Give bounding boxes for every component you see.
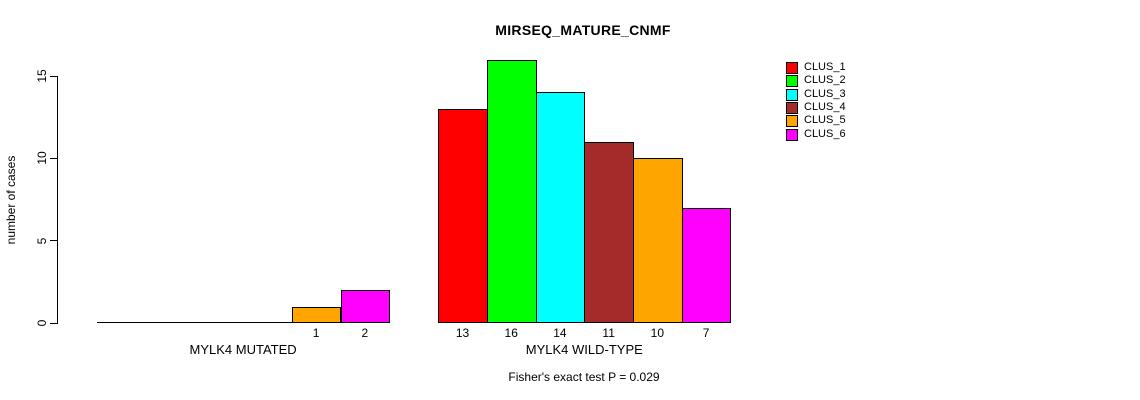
y-axis-line — [57, 76, 58, 323]
bar-value-label: 7 — [702, 326, 710, 340]
legend-swatch-clus_5 — [786, 115, 798, 128]
y-tick-label: 10 — [35, 151, 49, 166]
legend-label-clus_6: CLUS_6 — [804, 127, 846, 140]
legend-label-clus_3: CLUS_3 — [804, 87, 846, 100]
bar-value-label: 14 — [553, 326, 567, 340]
bar-value-label: 1 — [312, 326, 320, 340]
bar-clus_6 — [340, 290, 391, 323]
bar-clus_1 — [438, 108, 488, 323]
bar-clus_3 — [535, 92, 586, 323]
y-tick-label: 0 — [35, 319, 49, 327]
legend-swatch-clus_3 — [786, 88, 798, 101]
bar-clus_2 — [486, 59, 537, 323]
legend-label-clus_5: CLUS_5 — [804, 114, 846, 127]
legend-label-clus_4: CLUS_4 — [804, 101, 846, 114]
group-label: MYLK4 MUTATED — [189, 342, 297, 357]
legend-swatch-clus_6 — [786, 128, 798, 141]
bar-value-label: 10 — [650, 326, 665, 340]
bar-value-label: 13 — [455, 326, 470, 340]
legend-swatch-clus_2 — [786, 75, 798, 88]
bar-clus_5 — [633, 158, 683, 323]
y-tick — [50, 75, 58, 77]
group-baseline — [97, 322, 390, 323]
y-tick — [50, 240, 58, 242]
bar-value-label: 16 — [504, 326, 518, 340]
y-tick-label: 15 — [35, 69, 49, 83]
y-tick — [50, 322, 58, 324]
bar-clus_5 — [291, 306, 342, 323]
legend-label-clus_2: CLUS_2 — [804, 74, 846, 87]
bar-value-label: 11 — [602, 326, 615, 340]
legend-swatch-clus_4 — [786, 102, 798, 115]
y-tick-label: 5 — [35, 237, 49, 244]
y-tick — [50, 157, 58, 159]
bar-clus_4 — [584, 141, 634, 323]
chart-title: MIRSEQ_MATURE_CNMF — [495, 22, 671, 38]
group-label: MYLK4 WILD-TYPE — [525, 342, 643, 357]
bar-value-label: 2 — [361, 326, 369, 340]
bar-clus_6 — [681, 207, 732, 323]
legend-label-clus_1: CLUS_1 — [804, 61, 846, 73]
legend-swatch-clus_1 — [786, 62, 798, 74]
fisher-test-annotation: Fisher's exact test P = 0.029 — [508, 370, 660, 384]
